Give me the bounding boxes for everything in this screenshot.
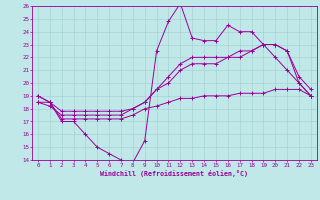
X-axis label: Windchill (Refroidissement éolien,°C): Windchill (Refroidissement éolien,°C) <box>100 170 248 177</box>
